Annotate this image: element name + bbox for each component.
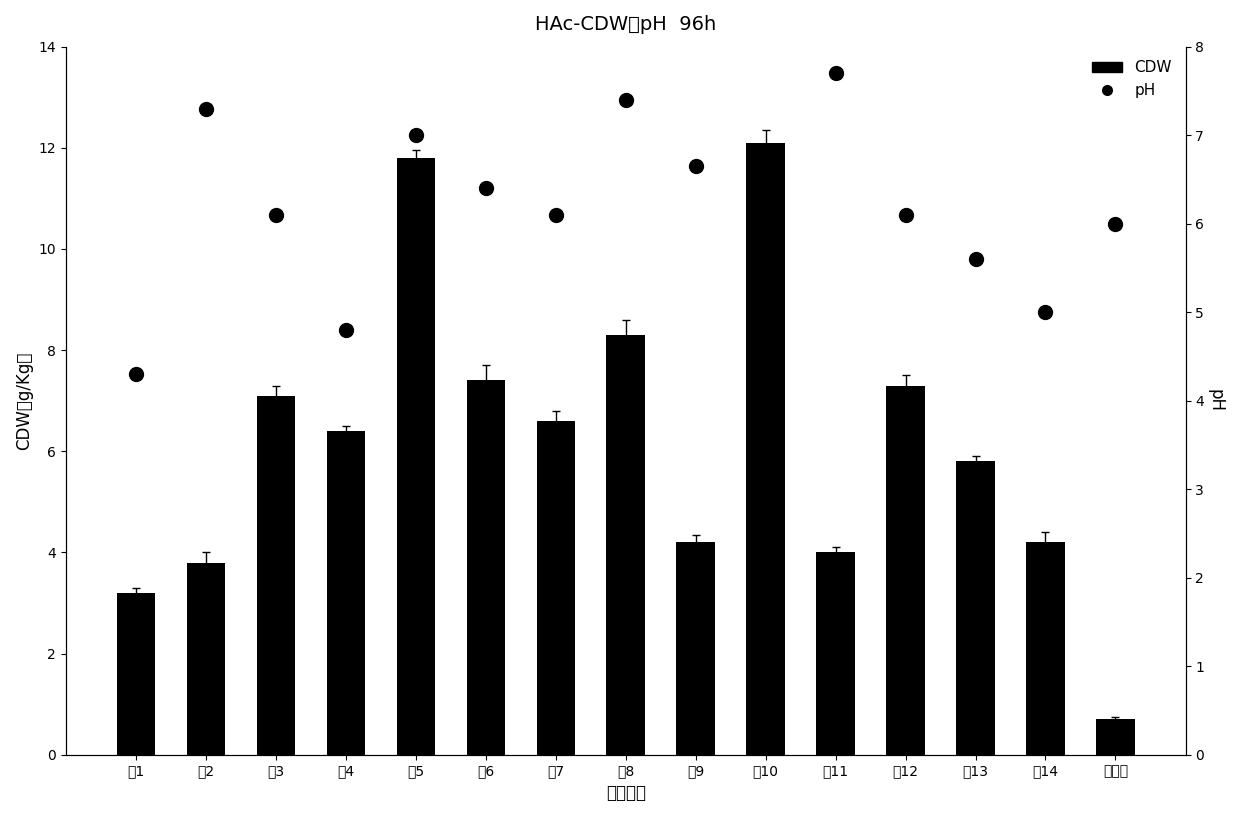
Point	[405, 128, 425, 141]
Point	[126, 368, 146, 381]
Bar	[537, 421, 575, 755]
Bar	[887, 386, 925, 755]
Point	[546, 208, 565, 221]
Bar	[606, 335, 645, 755]
Bar	[1096, 719, 1135, 755]
Point	[267, 208, 286, 221]
Title: HAc-CDW和pH  96h: HAc-CDW和pH 96h	[536, 15, 717, 34]
Bar	[677, 542, 715, 755]
Bar	[117, 593, 155, 755]
Bar	[187, 563, 226, 755]
Point	[476, 181, 496, 194]
Point	[966, 252, 986, 266]
Point	[336, 324, 356, 337]
Point	[196, 102, 216, 115]
Bar	[466, 381, 505, 755]
Bar	[257, 395, 295, 755]
Y-axis label: CDW（g/Kg）: CDW（g/Kg）	[15, 351, 33, 450]
Y-axis label: pH: pH	[1207, 389, 1225, 413]
Bar	[956, 462, 994, 755]
Point	[686, 159, 706, 172]
Bar	[1027, 542, 1065, 755]
Bar	[397, 158, 435, 755]
Point	[755, 159, 775, 172]
Legend: CDW, pH: CDW, pH	[1085, 54, 1178, 104]
Point	[826, 67, 846, 80]
Point	[1035, 306, 1055, 319]
Bar	[746, 143, 785, 755]
Point	[895, 208, 915, 221]
Bar	[816, 552, 854, 755]
Point	[1106, 217, 1126, 230]
X-axis label: 不同菌株: 不同菌株	[605, 784, 646, 802]
Bar	[326, 431, 365, 755]
Point	[616, 93, 636, 106]
